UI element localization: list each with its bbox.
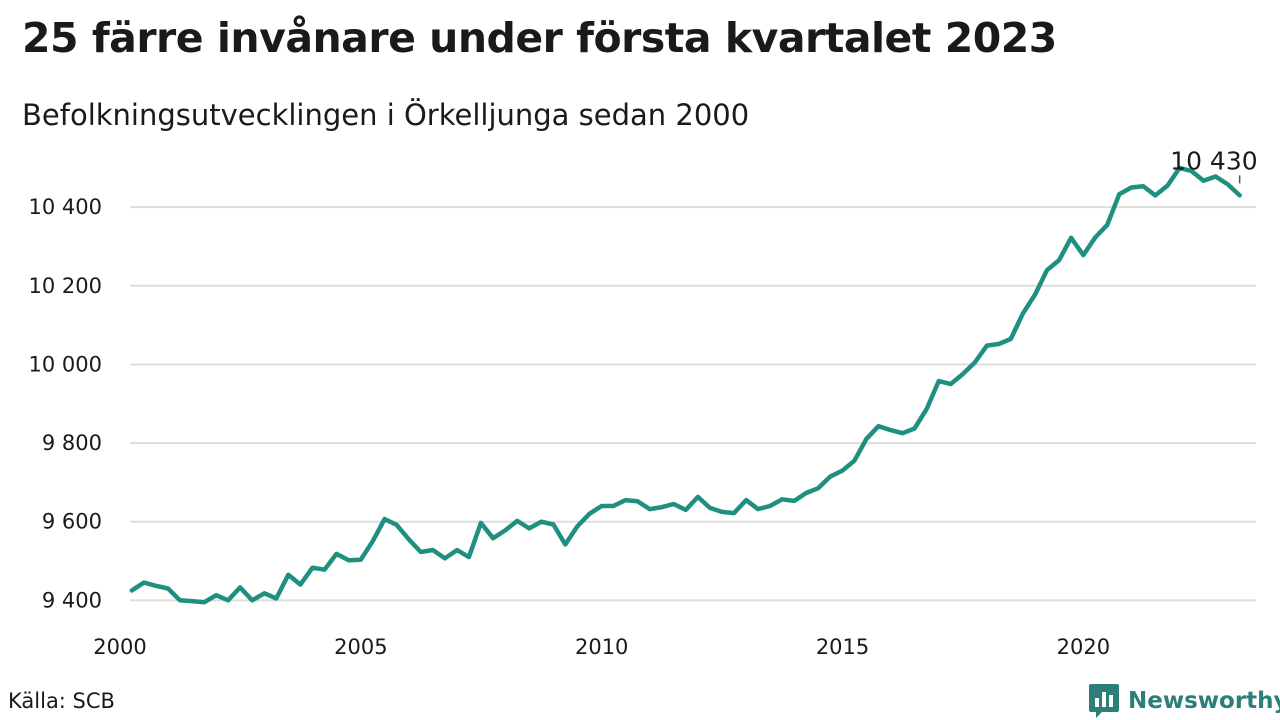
bar-chart-speech-bubble-icon: [1089, 684, 1119, 718]
x-tick-label: 2005: [334, 635, 387, 659]
source-note: Källa: SCB: [8, 689, 115, 713]
x-axis-ticks: 2000 2005 2010 2015 2020: [93, 635, 1110, 659]
brand-logo: Newsworthy: [1088, 683, 1280, 719]
x-tick-label: 2000: [93, 635, 146, 659]
y-tick-label: 10 000: [29, 352, 102, 376]
y-tick-label: 9 400: [42, 588, 102, 612]
y-tick-label: 9 600: [42, 510, 102, 534]
y-axis-ticks: 9 400 9 600 9 800 10 000 10 200 10 400: [29, 195, 102, 612]
y-tick-label: 9 800: [42, 431, 102, 455]
gridlines: [130, 206, 1256, 602]
annotation-label: 10 430: [1170, 146, 1257, 175]
x-tick-label: 2020: [1057, 635, 1110, 659]
chart-subtitle: Befolkningsutvecklingen i Örkelljunga se…: [22, 98, 750, 132]
x-tick-label: 2015: [816, 635, 869, 659]
x-tick-label: 2010: [575, 635, 628, 659]
annotations: 10 430: [1170, 146, 1258, 184]
chart-title: 25 färre invånare under första kvartalet…: [22, 14, 1057, 62]
population-series-line: [129, 165, 1242, 605]
y-tick-label: 10 400: [29, 195, 102, 219]
y-tick-label: 10 200: [29, 274, 102, 298]
brand-name: Newsworthy: [1128, 688, 1280, 714]
